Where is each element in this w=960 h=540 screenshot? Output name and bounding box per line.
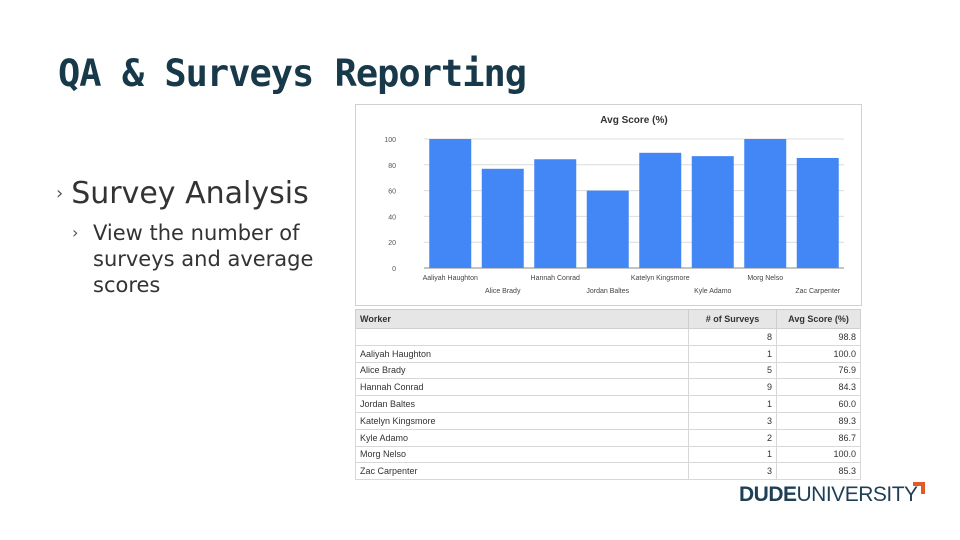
survey-table: Worker # of Surveys Avg Score (%) 8 98.8 … [355, 309, 861, 481]
bar [534, 159, 577, 268]
logo-corner-mark-icon [913, 482, 925, 494]
x-tick-label: Morg Nelso [747, 275, 783, 282]
cell-surveys: 1 [687, 344, 778, 363]
x-tick-label: Hannah Conrad [531, 275, 581, 282]
cell-avg-score: 100.0 [776, 445, 861, 464]
logo-text-university: UNIVERSITY [796, 483, 919, 506]
column-header-avg-score[interactable]: Avg Score (%) [776, 309, 861, 329]
table-row[interactable]: Jordan Baltes 1 60.0 [355, 395, 861, 413]
table-row[interactable]: Katelyn Kingsmore 3 89.3 [355, 411, 861, 430]
cell-avg-score: 84.3 [776, 378, 861, 397]
cell-surveys: 1 [687, 445, 778, 464]
cell-surveys: 9 [687, 378, 778, 397]
bar [481, 168, 524, 268]
bar [744, 139, 787, 268]
avg-score-chart: Avg Score (%) 0 20 40 60 80 100 Aaliyah Haughto… [355, 104, 862, 306]
bullet-survey-analysis: › Survey Analysis [56, 176, 309, 211]
cell-avg-score: 100.0 [776, 344, 861, 363]
cell-avg-score: 76.9 [776, 361, 861, 380]
cell-worker: Alice Brady [355, 361, 689, 380]
cell-surveys: 5 [687, 361, 778, 380]
slide-title: QA & Surveys Reporting [58, 52, 527, 95]
y-tick-label: 0 [392, 266, 396, 273]
cell-avg-score: 85.3 [776, 462, 861, 481]
cell-surveys: 3 [687, 411, 778, 430]
cell-surveys: 2 [687, 428, 778, 447]
cell-avg-score: 89.3 [776, 411, 861, 430]
table-row[interactable]: Zac Carpenter 3 85.3 [355, 462, 861, 481]
cell-worker: Zac Carpenter [355, 462, 689, 481]
x-tick-label: Alice Brady [485, 288, 521, 295]
bar [796, 157, 839, 268]
cell-avg-score: 60.0 [776, 395, 861, 413]
y-tick-label: 60 [388, 189, 396, 196]
cell-avg-score: 86.7 [776, 428, 861, 447]
y-tick-label: 20 [388, 240, 396, 247]
bar [429, 139, 472, 268]
cell-surveys: 1 [687, 395, 778, 413]
cell-worker: Aaliyah Haughton [355, 344, 689, 363]
bullet-text: Survey Analysis [71, 176, 309, 211]
table-row[interactable]: Hannah Conrad 9 84.3 [355, 378, 861, 397]
cell-surveys: 8 [687, 328, 778, 346]
bullet-chevron-icon: › [56, 183, 64, 204]
bar [586, 190, 629, 268]
logo-text-dude: DUDE [739, 483, 797, 506]
x-tick-label: Jordan Baltes [586, 288, 629, 295]
x-tick-label: Kyle Adamo [694, 288, 731, 295]
x-tick-label: Katelyn Kingsmore [631, 275, 690, 282]
sub-bullet-description: › View the number of surveys and average… [72, 220, 342, 298]
table-row[interactable]: Aaliyah Haughton 1 100.0 [355, 344, 861, 363]
y-tick-label: 80 [388, 163, 396, 170]
avg-score-bar-chart: Avg Score (%) 0 20 40 60 80 100 Aaliyah Haughto… [384, 115, 844, 295]
cell-worker: Katelyn Kingsmore [355, 411, 689, 430]
cell-worker: Morg Nelso [355, 445, 689, 464]
column-header-surveys[interactable]: # of Surveys [687, 309, 778, 329]
y-tick-label: 100 [384, 137, 396, 144]
cell-worker: Hannah Conrad [355, 378, 689, 397]
table-row[interactable]: 8 98.8 [355, 328, 861, 346]
sub-bullet-text: View the number of surveys and average s… [93, 221, 314, 297]
bar [639, 152, 682, 268]
x-tick-label: Aaliyah Haughton [423, 275, 478, 282]
x-tick-label: Zac Carpenter [795, 288, 840, 295]
chart-title: Avg Score (%) [600, 115, 667, 126]
y-tick-label: 40 [388, 214, 396, 221]
cell-surveys: 3 [687, 462, 778, 481]
cell-worker [355, 328, 689, 346]
sub-bullet-chevron-icon: › [72, 223, 79, 242]
dude-university-logo: DUDEUNIVERSITY [739, 482, 925, 507]
table-row[interactable]: Kyle Adamo 2 86.7 [355, 428, 861, 447]
cell-worker: Kyle Adamo [355, 428, 689, 447]
cell-worker: Jordan Baltes [355, 395, 689, 413]
table-header-row: Worker # of Surveys Avg Score (%) [355, 309, 861, 329]
table-row[interactable]: Morg Nelso 1 100.0 [355, 445, 861, 464]
cell-avg-score: 98.8 [776, 328, 861, 346]
table-row[interactable]: Alice Brady 5 76.9 [355, 361, 861, 380]
bar [691, 156, 734, 268]
column-header-worker[interactable]: Worker [355, 309, 689, 329]
